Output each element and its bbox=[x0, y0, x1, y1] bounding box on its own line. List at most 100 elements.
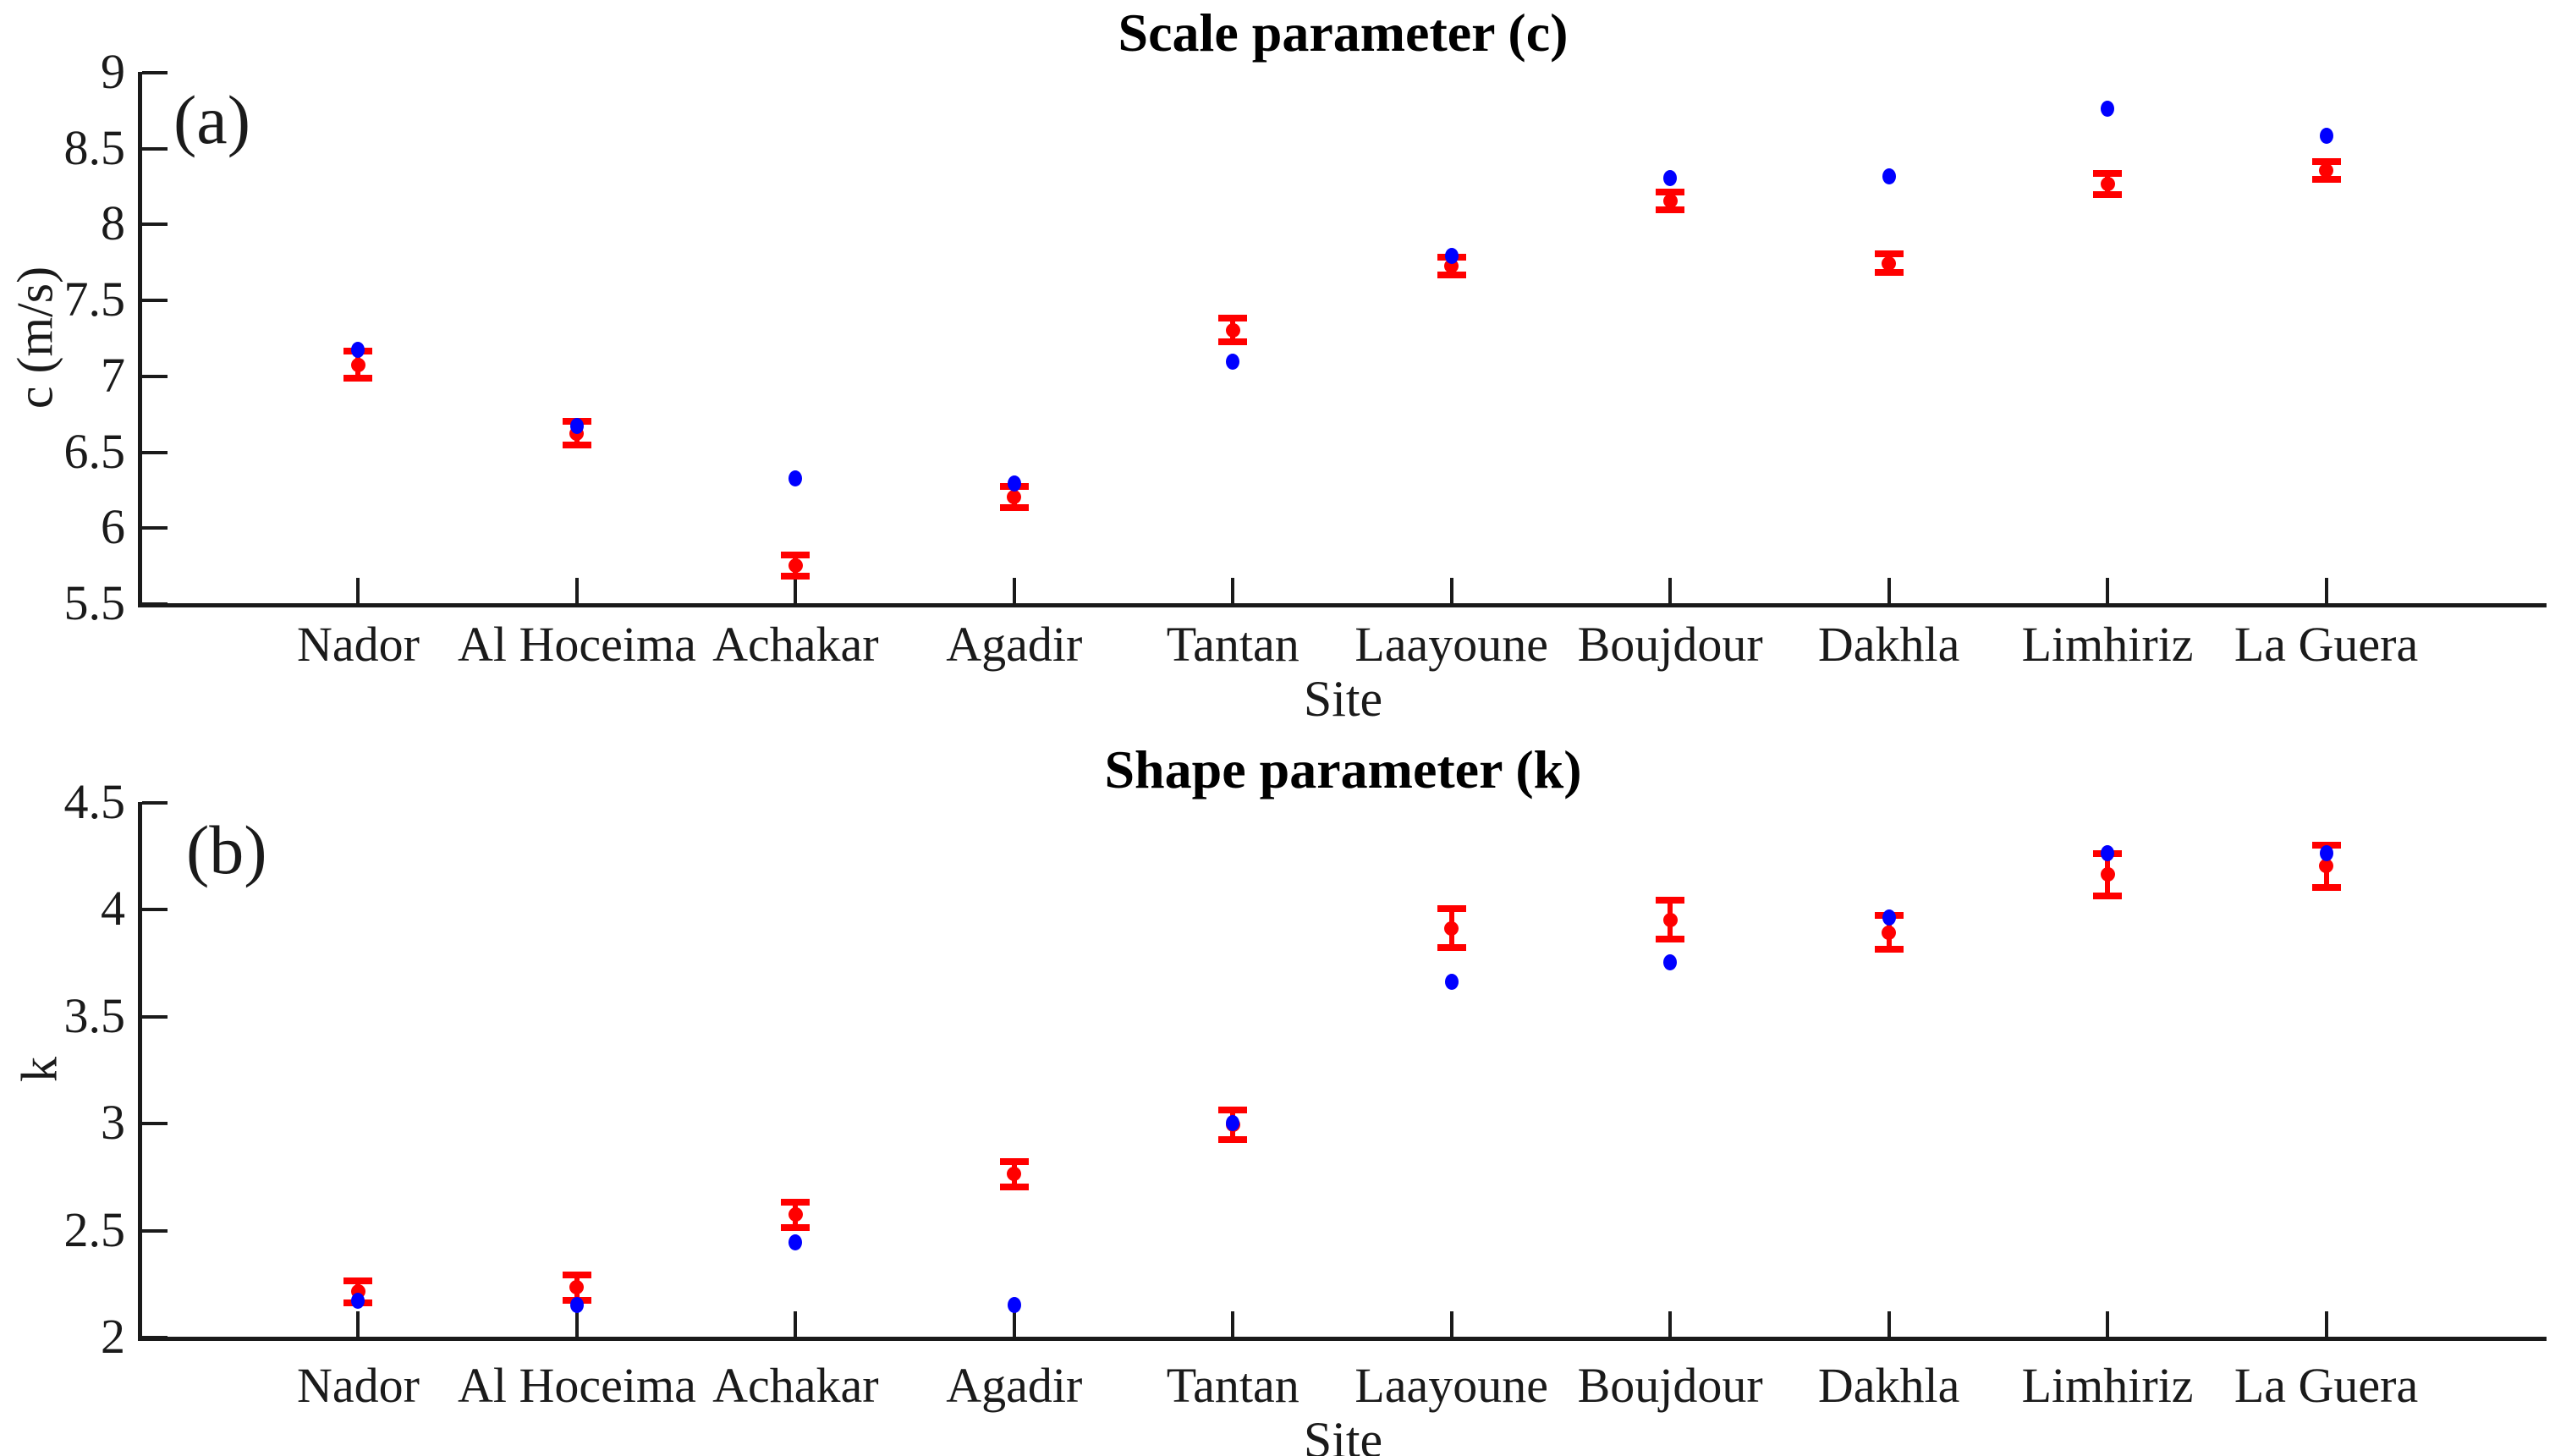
x-tick-mark bbox=[1449, 578, 1453, 603]
x-category-label: Agadir bbox=[946, 1358, 1083, 1413]
error-bar-cap-bottom bbox=[1218, 1136, 1248, 1144]
error-bar-cap-top bbox=[1874, 250, 1904, 258]
red-data-point bbox=[2100, 177, 2115, 192]
x-tick-mark bbox=[1231, 578, 1235, 603]
error-bar-cap-bottom bbox=[2311, 176, 2341, 184]
error-bar-cap-top bbox=[343, 1277, 373, 1285]
y-tick-label: 9 bbox=[101, 44, 125, 99]
x-category-label: Achakar bbox=[712, 1358, 879, 1413]
y-tick-mark bbox=[142, 374, 168, 378]
red-data-point bbox=[1225, 322, 1240, 338]
error-bar-cap-bottom bbox=[999, 1184, 1029, 1191]
blue-data-point bbox=[1663, 954, 1678, 971]
x-tick-mark bbox=[1012, 1311, 1016, 1337]
x-category-label: Nador bbox=[296, 1358, 420, 1413]
error-bar-cap-top bbox=[2093, 170, 2123, 178]
error-bar-cap-bottom bbox=[2311, 884, 2341, 892]
error-bar-cap-bottom bbox=[2093, 191, 2123, 199]
y-tick-label: 3 bbox=[101, 1095, 125, 1151]
error-bar-cap-bottom bbox=[562, 442, 591, 449]
y-tick-label: 2.5 bbox=[63, 1201, 126, 1257]
blue-data-point bbox=[2319, 127, 2333, 144]
y-tick-label: 4.5 bbox=[63, 774, 126, 829]
blue-data-point bbox=[351, 341, 365, 358]
blue-data-point bbox=[569, 1296, 584, 1313]
error-bar-cap-top bbox=[999, 1157, 1029, 1165]
red-data-point bbox=[788, 558, 803, 573]
x-category-label: Tantan bbox=[1166, 617, 1299, 672]
x-category-label: Limhiriz bbox=[2021, 617, 2194, 672]
blue-data-point bbox=[351, 1292, 365, 1309]
y-tick-mark bbox=[142, 146, 168, 151]
error-bar-cap-bottom bbox=[999, 503, 1029, 511]
error-bar-cap-top bbox=[2311, 157, 2341, 165]
x-tick-mark bbox=[2106, 578, 2110, 603]
red-data-point bbox=[1882, 255, 1897, 271]
blue-data-point bbox=[788, 1234, 803, 1251]
red-data-point bbox=[2319, 859, 2334, 874]
error-bar-cap-bottom bbox=[1656, 935, 1685, 942]
x-category-label: La Guera bbox=[2234, 1358, 2419, 1413]
y-tick-mark bbox=[142, 602, 168, 606]
error-bar-cap-bottom bbox=[1437, 943, 1466, 951]
y-tick-label: 8 bbox=[101, 195, 125, 251]
y-tick-mark bbox=[142, 450, 168, 454]
y-tick-label: 5.5 bbox=[63, 575, 126, 630]
error-bar-cap-bottom bbox=[1437, 272, 1466, 279]
x-tick-mark bbox=[2324, 1311, 2328, 1337]
blue-data-point bbox=[1444, 973, 1459, 990]
y-tick-mark bbox=[142, 1228, 168, 1233]
x-category-label: Boujdour bbox=[1577, 1358, 1763, 1413]
error-bar-cap-top bbox=[1218, 314, 1248, 321]
error-bar-cap-bottom bbox=[343, 375, 373, 382]
blue-data-point bbox=[2101, 100, 2115, 117]
blue-data-point bbox=[2101, 845, 2115, 862]
error-bar-cap-top bbox=[562, 1271, 591, 1278]
x-tick-mark bbox=[794, 1311, 798, 1337]
y-tick-mark bbox=[142, 223, 168, 227]
x-category-label: Dakhla bbox=[1817, 617, 1960, 672]
error-bar-cap-top bbox=[1218, 1107, 1248, 1114]
panel-a-x-axis-label: Site bbox=[1303, 671, 1383, 727]
y-tick-mark bbox=[142, 801, 168, 805]
y-tick-label: 6 bbox=[101, 499, 125, 555]
panel-a-title: Scale parameter (c) bbox=[1118, 3, 1569, 63]
x-category-label: Boujdour bbox=[1577, 617, 1763, 672]
x-tick-mark bbox=[1668, 1311, 1673, 1337]
red-data-point bbox=[788, 1207, 803, 1222]
blue-data-point bbox=[1882, 168, 1896, 185]
x-category-label: La Guera bbox=[2234, 617, 2419, 672]
x-category-label: Laayoune bbox=[1354, 617, 1549, 672]
x-category-label: Nador bbox=[296, 617, 420, 672]
blue-data-point bbox=[1226, 354, 1240, 371]
x-category-label: Achakar bbox=[712, 617, 879, 672]
blue-data-point bbox=[2319, 845, 2333, 862]
y-tick-mark bbox=[142, 908, 168, 912]
error-bar-cap-bottom bbox=[781, 1224, 810, 1232]
x-axis-line bbox=[138, 1337, 2547, 1341]
x-tick-mark bbox=[1668, 578, 1673, 603]
y-axis-line bbox=[138, 802, 142, 1341]
x-tick-mark bbox=[794, 578, 798, 603]
x-category-label: Al Hoceima bbox=[457, 617, 696, 672]
blue-data-point bbox=[1007, 1296, 1021, 1313]
x-tick-mark bbox=[1231, 1311, 1235, 1337]
x-tick-mark bbox=[1887, 1311, 1891, 1337]
blue-data-point bbox=[1444, 247, 1459, 264]
red-data-point bbox=[1662, 912, 1678, 927]
panel-b-y-axis-label: k bbox=[11, 1057, 68, 1082]
y-tick-mark bbox=[142, 1014, 168, 1019]
x-tick-mark bbox=[1449, 1311, 1453, 1337]
x-tick-mark bbox=[1887, 578, 1891, 603]
y-tick-label: 3.5 bbox=[63, 987, 126, 1043]
x-axis-line bbox=[138, 603, 2547, 607]
y-tick-mark bbox=[142, 1336, 168, 1339]
x-category-label: Al Hoceima bbox=[457, 1358, 696, 1413]
x-tick-mark bbox=[574, 578, 579, 603]
y-tick-label: 2 bbox=[101, 1309, 125, 1364]
panel-b-label: (b) bbox=[186, 811, 267, 888]
error-bar-cap-top bbox=[1656, 188, 1685, 195]
x-category-label: Laayoune bbox=[1354, 1358, 1549, 1413]
y-tick-label: 4 bbox=[101, 881, 125, 937]
